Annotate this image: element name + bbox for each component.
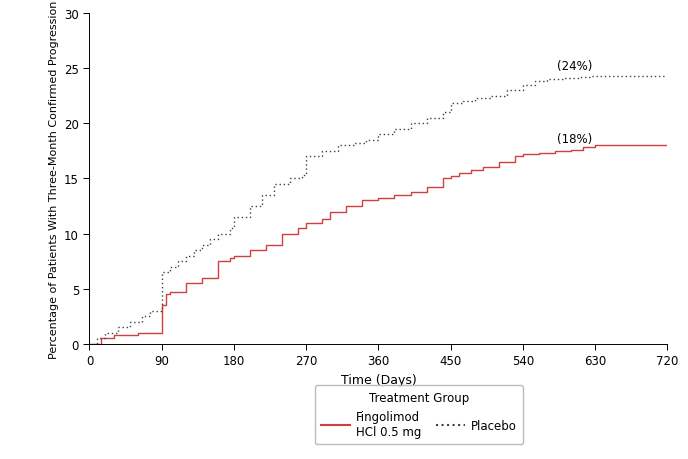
X-axis label: Time (Days): Time (Days)	[341, 373, 416, 386]
Y-axis label: Percentage of Patients With Three-Month Confirmed Progression: Percentage of Patients With Three-Month …	[49, 0, 58, 358]
Legend: Fingolimod
HCl 0.5 mg, Placebo: Fingolimod HCl 0.5 mg, Placebo	[315, 386, 523, 444]
Text: (18%): (18%)	[557, 133, 592, 146]
Text: (24%): (24%)	[557, 60, 593, 73]
